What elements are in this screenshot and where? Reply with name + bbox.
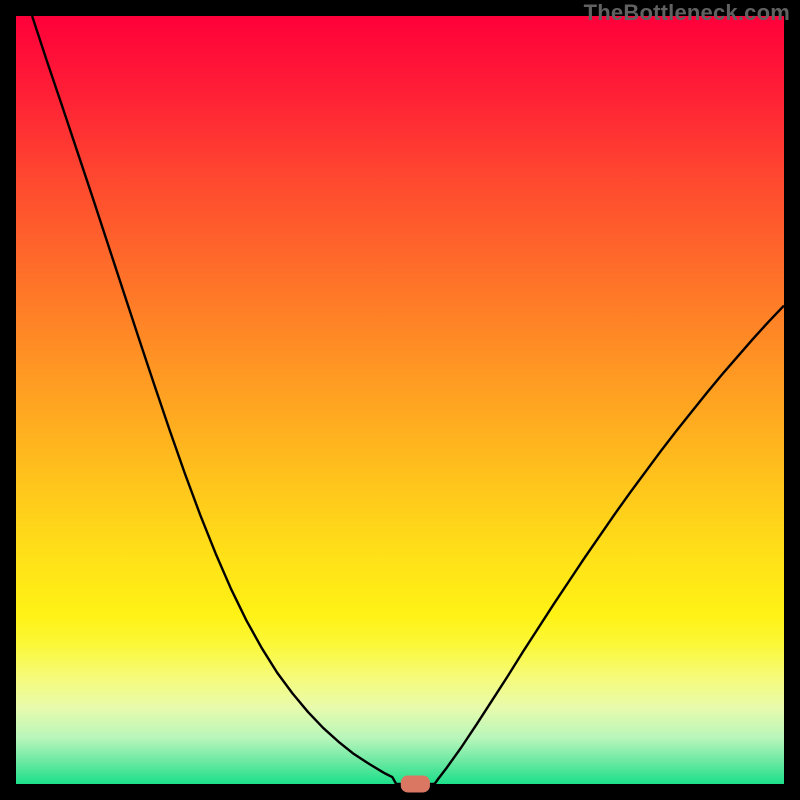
plot-area [16, 16, 784, 784]
watermark-text: TheBottleneck.com [584, 0, 790, 26]
optimal-marker [401, 776, 430, 793]
chart-svg [0, 0, 800, 800]
chart-root: TheBottleneck.com [0, 0, 800, 800]
